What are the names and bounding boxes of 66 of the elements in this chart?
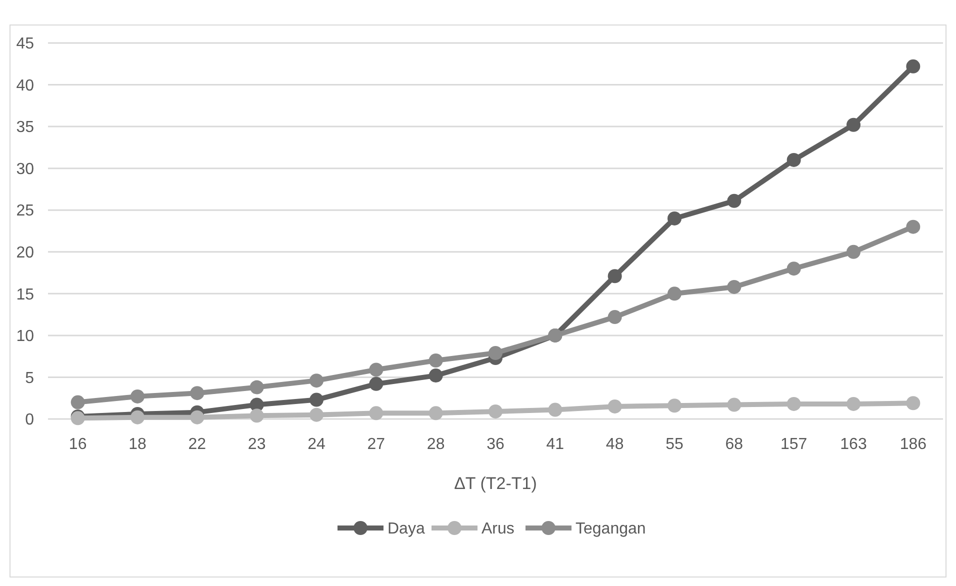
point	[846, 244, 860, 259]
y-tick-label: 45	[16, 36, 34, 53]
point	[428, 354, 443, 368]
y-tick-label: 40	[16, 77, 34, 94]
point	[428, 406, 443, 420]
point	[369, 362, 384, 377]
point	[130, 389, 144, 404]
x-tick-label: 18	[128, 436, 146, 453]
x-tick-label: 55	[666, 436, 684, 453]
x-tick-label: 68	[725, 436, 744, 453]
point	[786, 396, 801, 411]
point	[727, 398, 742, 412]
point	[488, 346, 502, 360]
legend-label: Arus	[482, 520, 514, 538]
point	[906, 396, 920, 410]
point	[190, 386, 204, 400]
x-tick-label: 36	[486, 436, 504, 453]
x-tick-label: 16	[68, 436, 87, 453]
point	[250, 380, 264, 394]
y-tick-label: 15	[16, 286, 34, 304]
x-tick-label: 48	[606, 436, 624, 453]
point	[369, 406, 384, 420]
point	[608, 399, 622, 414]
point	[608, 269, 622, 284]
x-tick-label: 163	[840, 436, 867, 453]
x-tick-label: 27	[367, 436, 386, 453]
point	[668, 211, 682, 226]
point	[906, 220, 920, 234]
x-tick-label: 41	[546, 436, 564, 453]
legend-label: Tegangan	[576, 520, 646, 538]
x-tick-label: 157	[780, 436, 808, 453]
x-tick-label: 23	[248, 436, 266, 453]
y-tick-label: 30	[16, 160, 34, 178]
y-tick-label: 5	[25, 370, 34, 387]
point	[668, 398, 682, 413]
y-tick-label: 35	[16, 119, 34, 136]
y-tick-label: 20	[16, 244, 34, 262]
point	[70, 395, 85, 410]
point	[786, 262, 801, 276]
point	[906, 59, 920, 74]
point	[727, 194, 742, 208]
x-axis-title: ΔT (T2-T1)	[454, 474, 537, 493]
point	[548, 402, 562, 417]
y-tick-label: 25	[16, 202, 34, 220]
x-tick-label: 28	[426, 436, 445, 453]
point	[846, 396, 860, 411]
point	[488, 404, 502, 418]
point	[428, 368, 443, 383]
x-tick-label: 186	[900, 436, 927, 453]
point	[130, 410, 144, 424]
x-tick-label: 24	[308, 436, 326, 453]
point	[250, 408, 264, 423]
point	[608, 310, 622, 324]
point	[190, 410, 204, 424]
x-tick-label: 22	[188, 436, 206, 453]
point	[727, 280, 742, 294]
y-tick-label: 0	[25, 412, 34, 429]
point	[310, 374, 324, 388]
y-tick-label: 10	[16, 328, 34, 346]
point	[310, 408, 324, 422]
point	[369, 376, 384, 391]
legend-label: Daya	[388, 520, 425, 538]
point	[668, 286, 682, 301]
point	[310, 392, 324, 407]
point	[786, 152, 801, 167]
point	[846, 118, 860, 132]
